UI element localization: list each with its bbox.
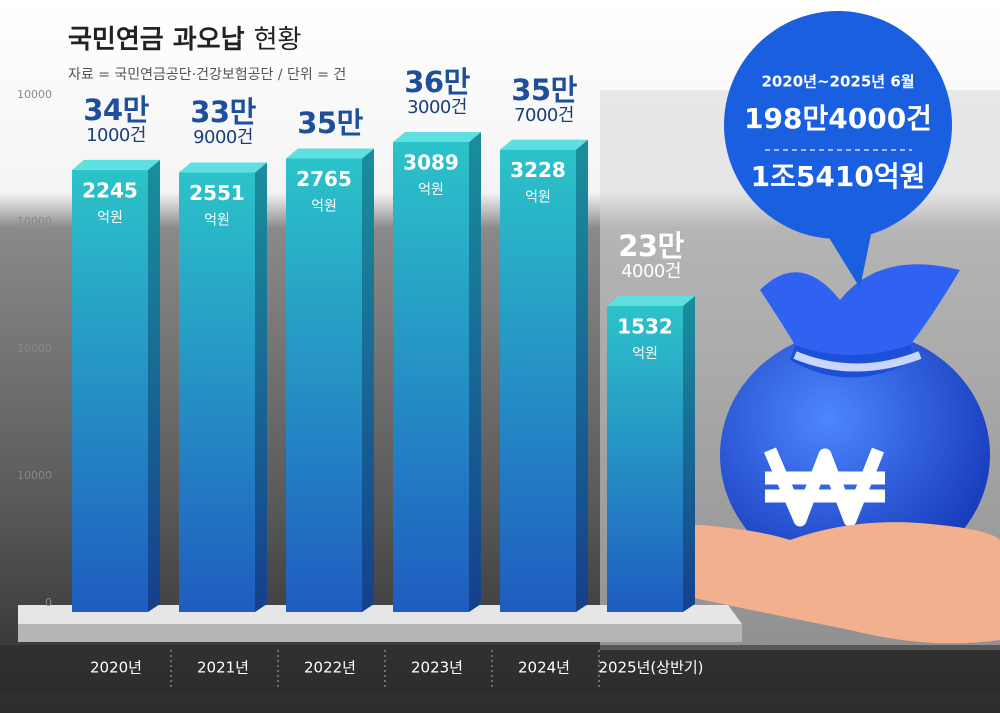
amount-label: 3228	[510, 158, 566, 182]
category-strip	[0, 645, 1000, 693]
bar	[72, 159, 160, 612]
amount-label: 1532	[617, 314, 673, 338]
bar-front	[72, 169, 148, 612]
y-tick-label: 10000	[17, 342, 52, 355]
bar-side	[362, 148, 374, 612]
bar	[393, 131, 481, 613]
value-label: 23만 4000건	[618, 228, 684, 282]
value-label: 35만 7000건	[511, 72, 577, 126]
bar-top	[607, 295, 695, 306]
amount-unit: 억원	[418, 182, 444, 198]
bar-top	[286, 148, 374, 159]
bar	[500, 139, 588, 613]
amount-unit: 억원	[525, 190, 551, 206]
amount-label: 2551	[189, 181, 245, 205]
x-tick-label: 2021년	[197, 659, 249, 677]
callout-amount: 1조5410억원	[751, 160, 926, 193]
bar-front	[179, 172, 255, 612]
bar-side	[576, 139, 588, 613]
chart-title: 국민연금 과오납 현황	[68, 25, 301, 55]
x-tick-label: 2023년	[411, 659, 463, 677]
floor-front	[18, 624, 742, 642]
amount-label: 3089	[403, 150, 459, 174]
y-tick-label: 10000	[17, 215, 52, 228]
amount-unit: 억원	[204, 212, 230, 228]
won-icon	[764, 447, 885, 527]
amount-unit: 억원	[632, 346, 658, 362]
y-tick-label: 0	[45, 596, 52, 609]
bar	[286, 148, 374, 612]
bag-body	[720, 330, 990, 580]
callout: 2020년~2025년 6월 198만4000건 1조5410억원	[724, 11, 952, 288]
bar-top	[179, 162, 267, 173]
bar	[607, 295, 695, 612]
bar-front	[500, 149, 576, 613]
bar-side	[255, 162, 267, 612]
y-tick-label: 10000	[17, 88, 52, 101]
x-tick-label: 2020년	[90, 659, 142, 677]
title-main: 국민연금 과오납	[68, 25, 245, 55]
hand	[615, 522, 1000, 644]
bag-string	[793, 351, 922, 372]
bar-top	[500, 139, 588, 150]
value-label: 33만 9000건	[190, 95, 256, 149]
bar-side	[469, 131, 481, 613]
bar-side	[148, 159, 160, 612]
value-label: 34만 1000건	[83, 92, 149, 146]
x-tick-label: 2025년(상반기)	[598, 659, 703, 677]
callout-period: 2020년~2025년 6월	[761, 73, 914, 91]
value-label: 36만 3000건	[404, 64, 470, 118]
subtitle: 자료 = 국민연금공단·건강보험공단 / 단위 = 건	[68, 67, 346, 83]
bar-front	[393, 141, 469, 613]
bar-front	[607, 305, 683, 612]
title-suffix: 현황	[254, 25, 302, 55]
callout-count: 198만4000건	[744, 102, 932, 135]
value-label: 35만	[297, 105, 363, 140]
amount-unit: 억원	[97, 210, 123, 226]
bar-top	[72, 159, 160, 170]
bar	[179, 162, 267, 612]
bar-top	[393, 131, 481, 142]
bag-top	[760, 264, 960, 355]
x-tick-label: 2022년	[304, 659, 356, 677]
amount-label: 2245	[82, 178, 138, 202]
amount-unit: 억원	[311, 199, 337, 215]
money-bag	[615, 264, 1000, 644]
bar-side	[683, 295, 695, 612]
x-tick-label: 2024년	[518, 659, 570, 677]
y-tick-label: 10000	[17, 469, 52, 482]
bar-front	[286, 158, 362, 612]
amount-label: 2765	[296, 167, 352, 191]
callout-circle	[724, 11, 952, 239]
